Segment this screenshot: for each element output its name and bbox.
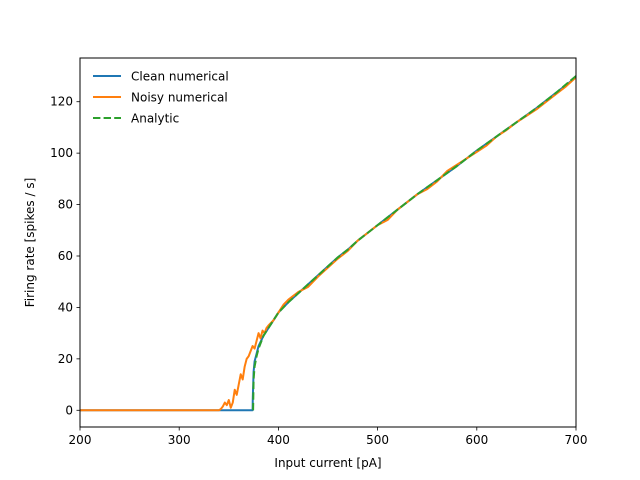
series-line-2 <box>80 76 576 412</box>
x-axis: 200 300 400 500 600 700 <box>69 427 588 447</box>
series-line-3 <box>252 75 576 411</box>
x-tick-label: 700 <box>565 433 588 447</box>
legend-label-3: Analytic <box>131 112 179 126</box>
x-tick-label: 300 <box>168 433 191 447</box>
plot-frame <box>79 57 577 428</box>
y-tick-label: 120 <box>50 95 73 109</box>
legend-label-2: Noisy numerical <box>131 91 228 105</box>
y-tick-label: 100 <box>50 146 73 160</box>
y-tick-label: 0 <box>65 403 73 417</box>
y-tick-label: 60 <box>58 249 73 263</box>
y-tick-label: 20 <box>58 352 73 366</box>
x-tick-label: 400 <box>267 433 290 447</box>
x-axis-label: Input current [pA] <box>274 456 381 470</box>
series-layer <box>80 75 576 412</box>
x-tick-label: 200 <box>69 433 92 447</box>
y-axis-label: Firing rate [spikes / s] <box>23 178 37 308</box>
y-tick-label: 40 <box>58 300 73 314</box>
x-tick-label: 500 <box>366 433 389 447</box>
x-tick-label: 600 <box>465 433 488 447</box>
y-tick-label: 80 <box>58 198 73 212</box>
y-axis: 0 20 40 60 80 100 120 <box>50 95 80 417</box>
legend-label-1: Clean numerical <box>131 70 229 84</box>
legend: Clean numerical Noisy numerical Analytic <box>93 70 229 126</box>
